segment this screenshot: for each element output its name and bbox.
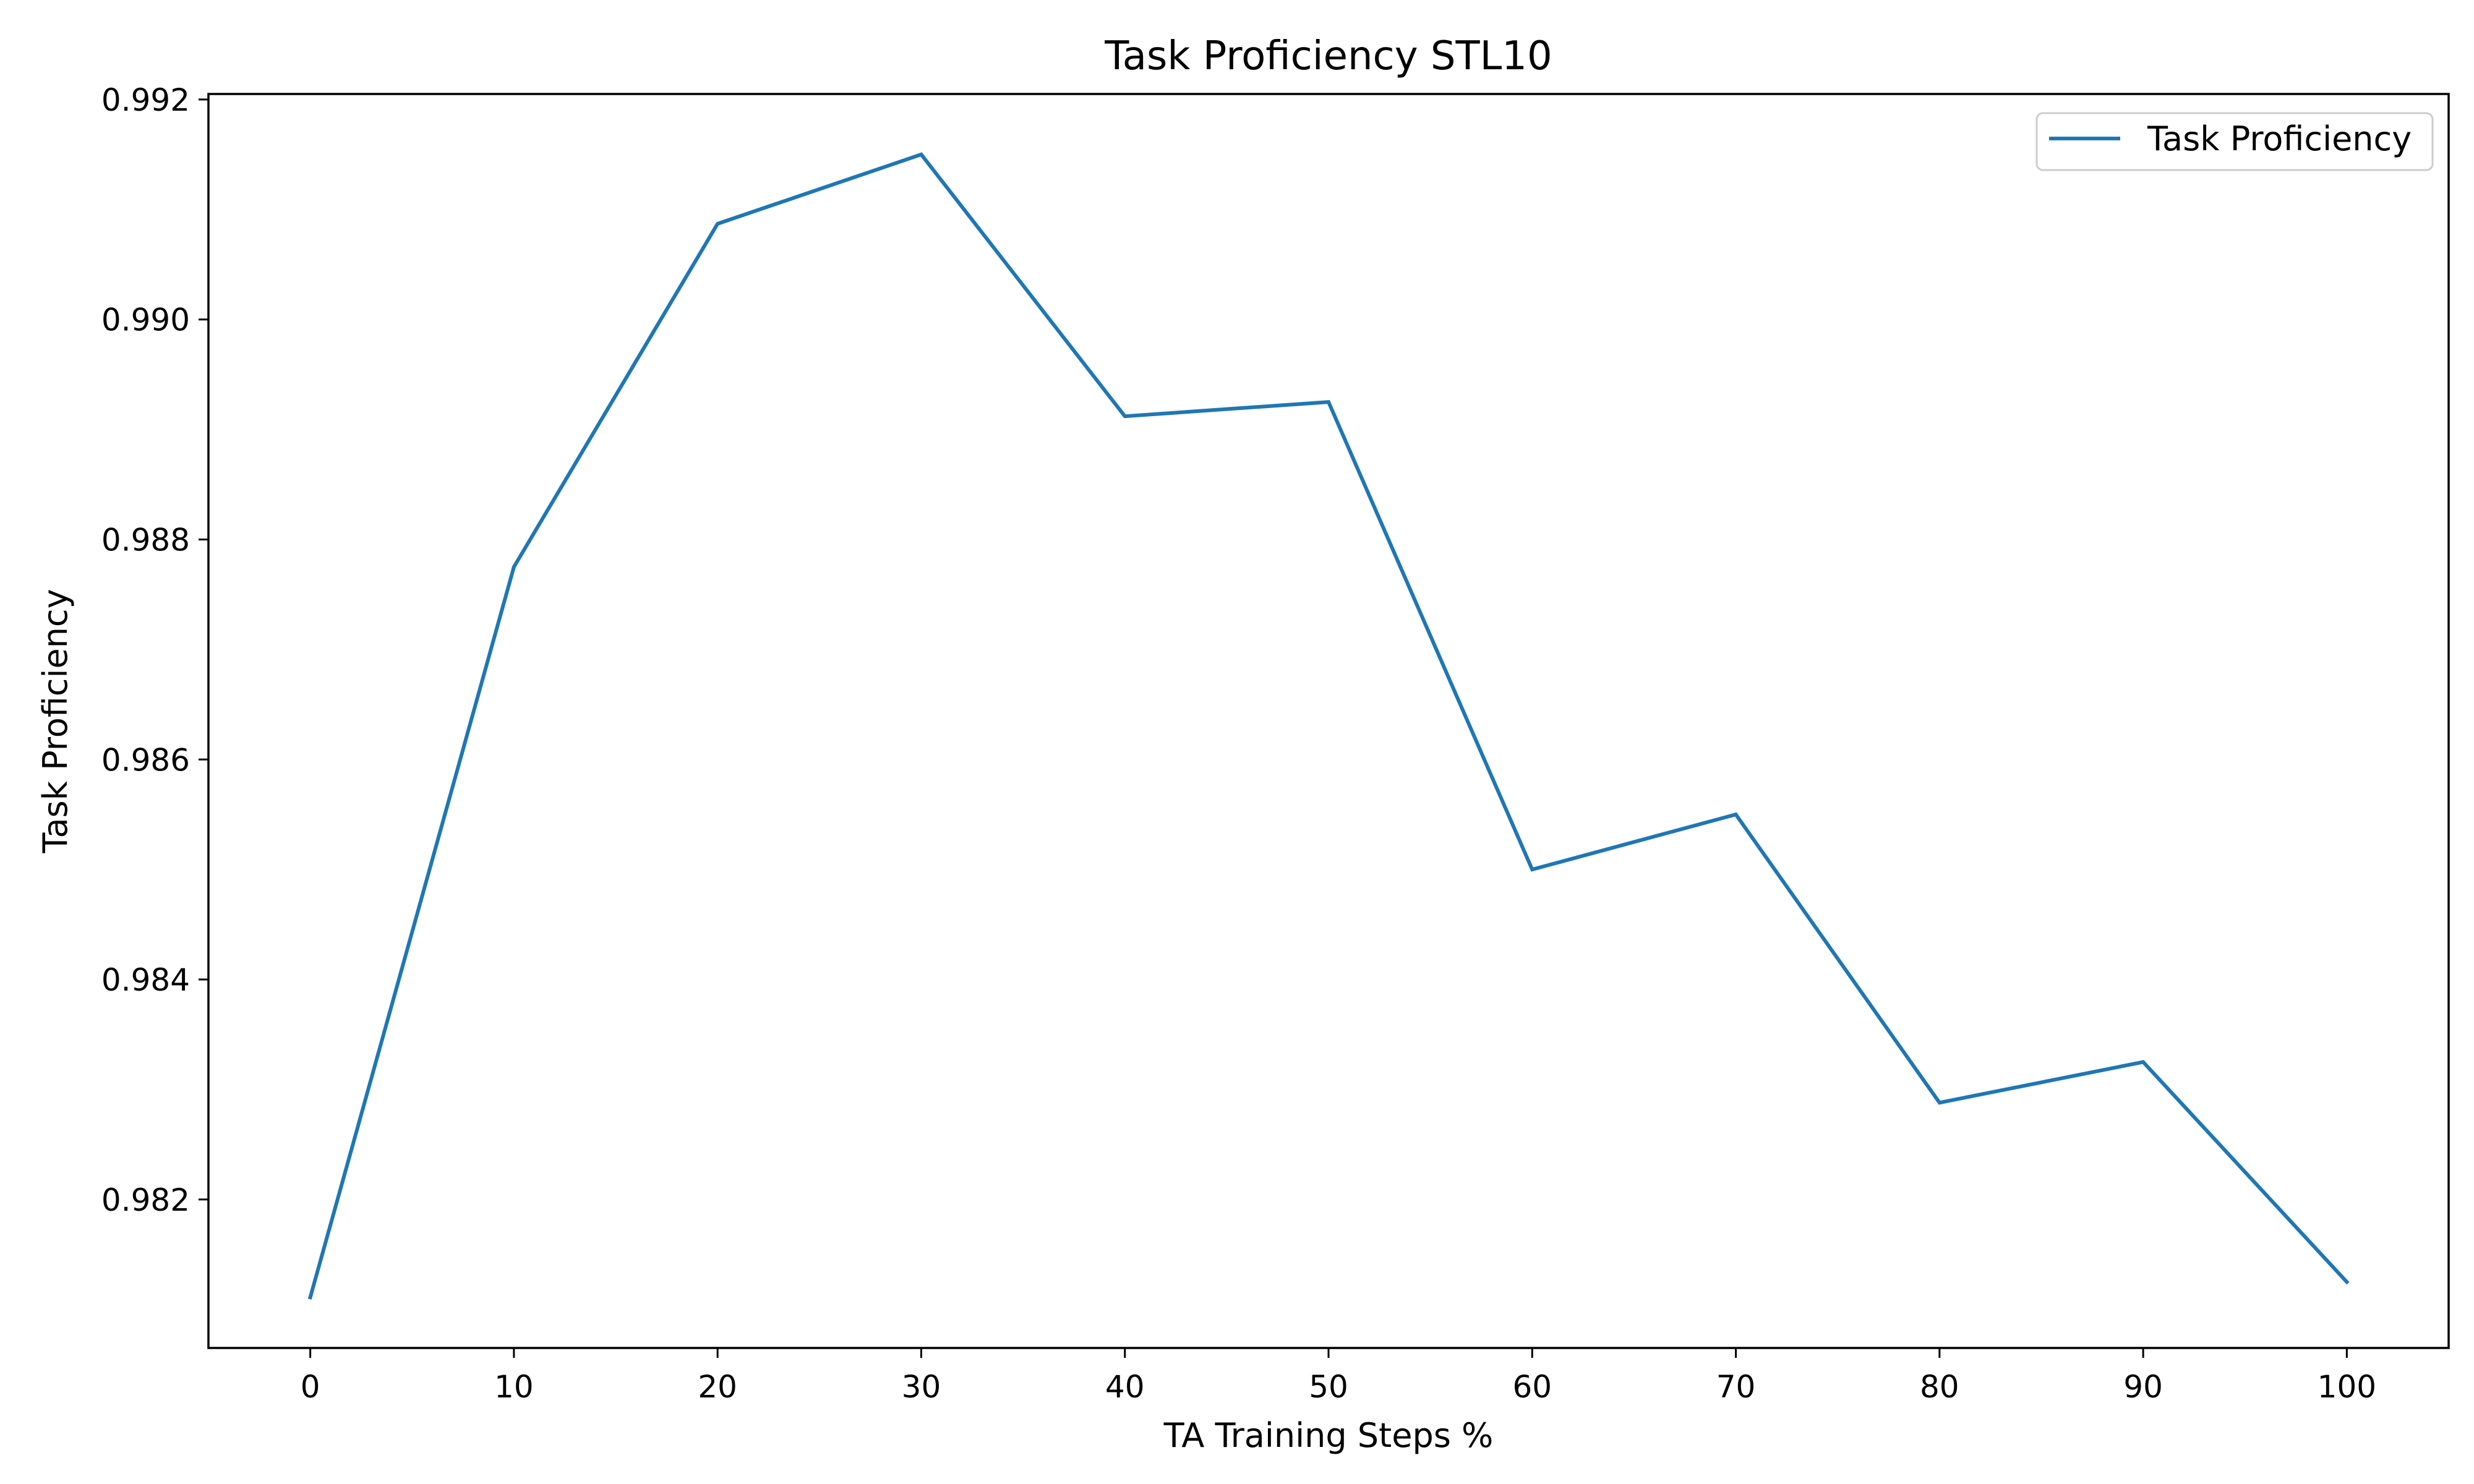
series-layer [307,152,2350,1300]
x-tick-label: 40 [1105,1369,1145,1405]
x-tick-label: 30 [902,1369,941,1405]
x-tick-label: 80 [1920,1369,1959,1405]
x-tick-label: 10 [494,1369,534,1405]
y-tick-label: 0.982 [101,1182,190,1218]
y-tick-label: 0.984 [101,962,190,998]
legend-label-task-proficiency: Task Proficiency [2147,119,2412,158]
x-tick-label: 100 [2318,1369,2376,1405]
series-line-task-proficiency [307,152,2350,1300]
legend: Task Proficiency [2035,112,2434,171]
y-tick-label: 0.992 [101,82,190,118]
x-tick-label: 60 [1512,1369,1552,1405]
x-tick-label: 70 [1716,1369,1756,1405]
y-tick-label: 0.986 [101,742,190,778]
x-tick-label: 20 [698,1369,737,1405]
x-tick-label: 0 [301,1369,320,1405]
chart-title: Task Proficiency STL10 [1104,33,1552,79]
plot-frame [207,93,2450,1349]
x-axis-label: TA Training Steps % [1163,1416,1494,1455]
legend-box [2035,112,2434,171]
x-tick-label: 50 [1309,1369,1348,1405]
y-axis-label: Task Proficiency [36,589,75,853]
x-tick-label: 90 [2123,1369,2163,1405]
y-tick-label: 0.988 [101,522,190,558]
y-tick-label: 0.990 [101,302,190,338]
axes: 0 10 20 30 40 50 60 70 80 90 100 0.982 0.984 0.986 0.9… [101,82,2376,1405]
